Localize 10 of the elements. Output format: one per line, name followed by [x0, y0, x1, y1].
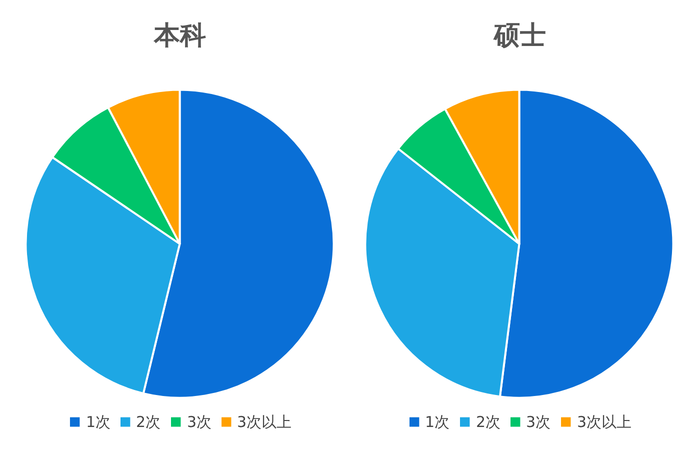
chart-title: 硕士 — [493, 21, 546, 51]
legend-label: 3次以上 — [577, 413, 632, 431]
legend-label: 3次以上 — [237, 413, 292, 431]
legend-label: 1次 — [425, 413, 450, 431]
legend-label: 3次 — [187, 413, 212, 431]
chart-title: 本科 — [153, 21, 206, 51]
legend-label: 2次 — [476, 413, 501, 431]
legend-label: 1次 — [86, 413, 111, 431]
legend-label: 3次 — [526, 413, 551, 431]
legend-label: 2次 — [136, 413, 161, 431]
